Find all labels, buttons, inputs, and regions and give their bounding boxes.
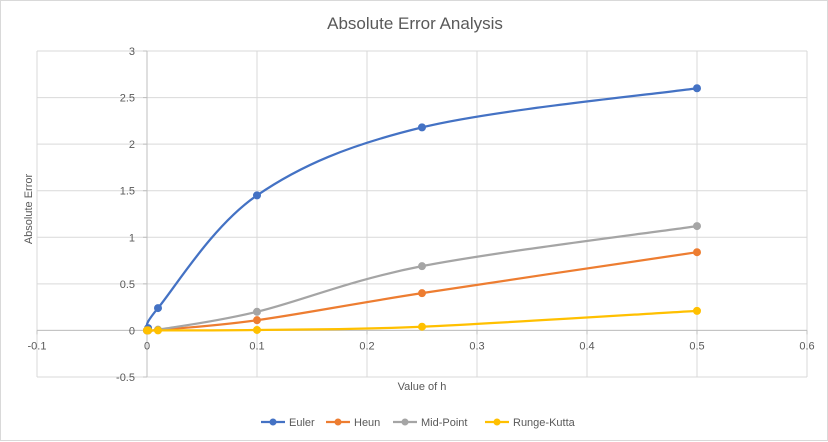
y-tick-label: 2 [129,139,135,151]
legend: Euler Heun Mid-Point Runge-Kutta [261,417,576,429]
data-point-euler [693,84,701,93]
data-point-mid-point [693,222,701,231]
data-point-euler [154,304,162,313]
data-series [143,84,701,335]
y-tick-label: 2.5 [120,93,135,105]
data-point-heun [693,248,701,257]
data-point-runge-kutta [693,306,701,315]
x-tick-label: 0.1 [249,340,264,352]
legend-swatch-marker [334,418,342,426]
legend-swatch-marker [493,418,501,426]
legend-item-runge-kutta: Runge-Kutta [485,417,576,429]
series-heun [143,248,701,335]
y-tick-label: 3 [129,46,135,58]
legend-label: Euler [289,417,315,429]
data-point-heun [253,316,261,325]
legend-swatch-marker [269,418,277,426]
data-point-mid-point [418,262,426,271]
x-tick-label: 0.5 [689,340,704,352]
series-runge-kutta [143,306,701,335]
legend-label: Mid-Point [421,417,467,429]
y-axis-title: Absolute Error [23,174,35,245]
data-point-runge-kutta [154,326,162,335]
data-point-euler [253,191,261,200]
data-point-runge-kutta [253,325,261,334]
y-tick-label: 1.5 [120,186,135,198]
data-point-runge-kutta [144,326,153,335]
y-tick-label: -0.5 [116,372,135,384]
x-axis-title: Value of h [398,381,447,393]
legend-label: Heun [354,417,380,429]
y-tick-label: 0.5 [120,279,135,291]
y-tick-label: 0 [129,325,135,337]
legend-swatch-marker [401,418,409,426]
x-tick-label: 0 [144,340,150,352]
x-tick-label: 0.3 [469,340,484,352]
x-tick-label: -0.1 [28,340,47,352]
tick-labels: -0.1 0 0.1 0.2 0.3 0.4 0.5 0.6 -0.5 0 0.5 1 1.5 2 2.5 3 [28,46,815,384]
x-tick-label: 0.6 [799,340,814,352]
x-tick-label: 0.4 [579,340,594,352]
chart-title: Absolute Error Analysis [327,14,503,33]
x-tick-label: 0.2 [359,340,374,352]
data-point-heun [418,289,426,298]
legend-item-mid-point: Mid-Point [393,417,467,429]
data-point-runge-kutta [418,322,426,331]
data-point-mid-point [253,307,261,316]
data-point-euler [418,123,426,132]
series-mid-point [143,222,701,335]
y-tick-label: 1 [129,232,135,244]
legend-item-heun: Heun [326,417,380,429]
legend-item-euler: Euler [261,417,315,429]
legend-label: Runge-Kutta [513,417,576,429]
